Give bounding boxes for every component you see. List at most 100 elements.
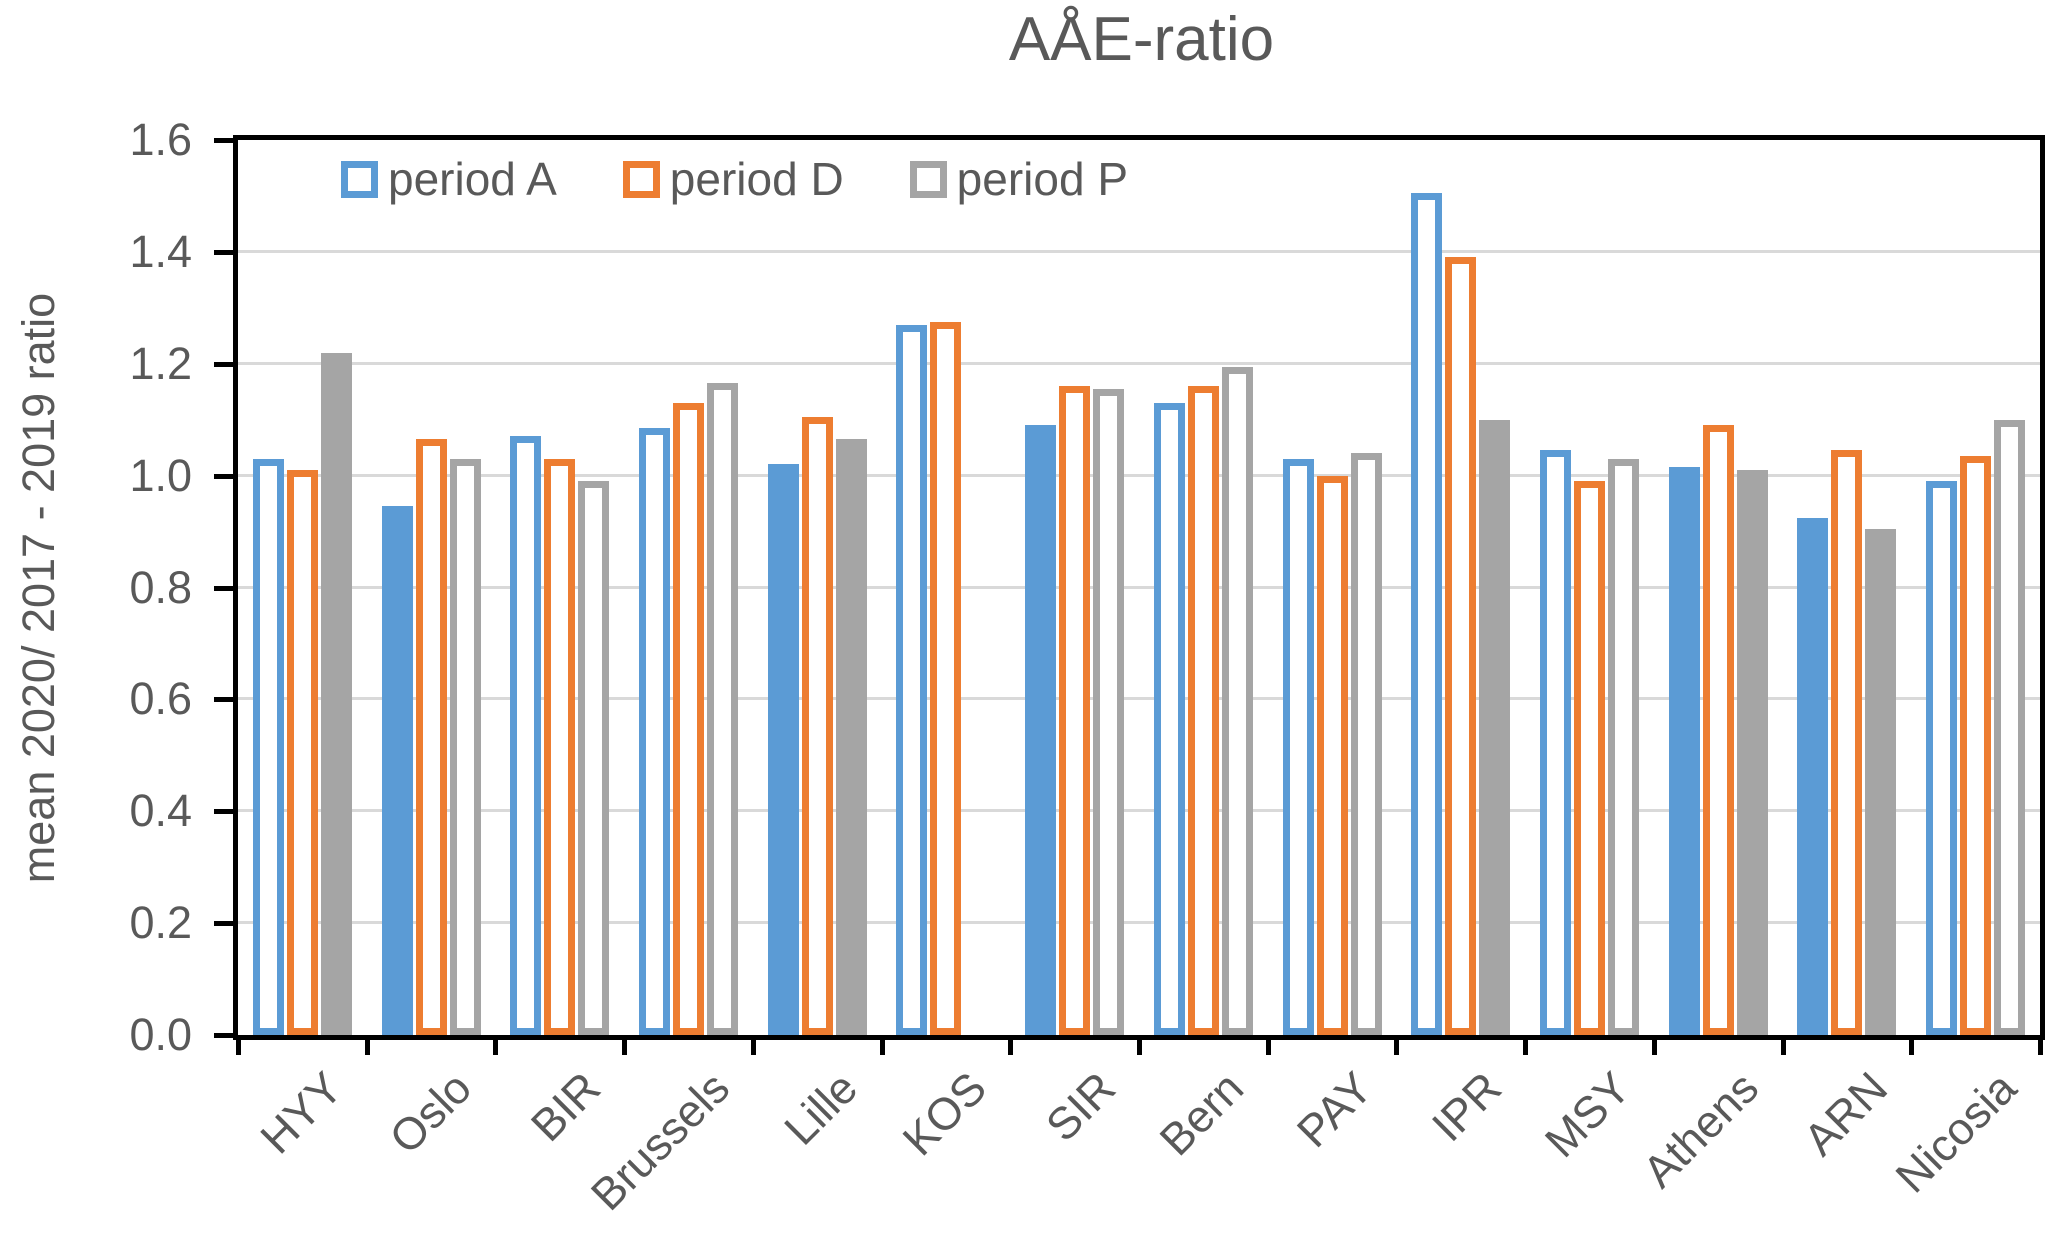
bar-period-d-athens <box>1702 425 1734 1035</box>
y-tick-label-0.8: 0.8 <box>129 561 192 613</box>
bar-period-p-pay <box>1350 453 1382 1035</box>
bar-group-nicosia <box>1911 140 2040 1035</box>
bar-period-p-bern <box>1221 366 1253 1035</box>
bar-group-lille <box>753 140 882 1035</box>
y-tick-label-0.6: 0.6 <box>129 673 192 725</box>
y-tick-0.2 <box>214 921 233 927</box>
legend-label-period-d: period D <box>669 153 844 205</box>
legend: period A period D period P <box>341 152 1128 206</box>
bar-period-a-bern <box>1153 402 1185 1035</box>
bar-group-arn <box>1783 140 1912 1035</box>
y-tick-0.6 <box>214 697 233 703</box>
bar-period-a-msy <box>1539 450 1571 1035</box>
bar-period-p-nicosia <box>1994 419 2026 1035</box>
bar-period-p-msy <box>1607 458 1639 1035</box>
bar-period-d-bern <box>1187 386 1219 1035</box>
x-tick-14 <box>2038 1040 2043 1055</box>
y-tick-0.4 <box>214 809 233 815</box>
legend-item-period-a: period A <box>341 152 557 206</box>
bar-group-kos <box>882 140 1011 1035</box>
y-tick-0.0 <box>214 1033 233 1038</box>
bar-period-d-pay <box>1316 475 1348 1035</box>
y-tick-label-0.4: 0.4 <box>129 785 192 837</box>
y-tick-label-0.2: 0.2 <box>129 897 192 949</box>
bar-period-a-bir <box>510 436 542 1035</box>
x-tick-2 <box>493 1040 499 1055</box>
bar-period-p-brussels <box>706 383 738 1035</box>
bar-group-hyy <box>238 140 367 1035</box>
x-tick-12 <box>1780 1040 1786 1055</box>
bar-period-a-kos <box>896 324 928 1035</box>
bar-period-a-ipr <box>1411 193 1443 1035</box>
bar-period-d-nicosia <box>1960 456 1992 1035</box>
bar-period-a-lille <box>767 464 799 1035</box>
plot-area: period A period D period P <box>233 135 2045 1040</box>
y-tick-label-0.0: 0.0 <box>129 1009 192 1060</box>
gridline-y-1.4 <box>238 249 2040 253</box>
y-tick-1.0 <box>214 473 233 479</box>
bar-period-a-pay <box>1282 458 1314 1035</box>
bar-group-brussels <box>624 140 753 1035</box>
x-tick-8 <box>1265 1040 1271 1055</box>
bar-period-d-ipr <box>1445 257 1477 1035</box>
bar-group-bir <box>495 140 624 1035</box>
bar-group-pay <box>1268 140 1397 1035</box>
bar-period-a-nicosia <box>1926 481 1958 1035</box>
legend-label-period-a: period A <box>388 153 557 205</box>
y-tick-0.8 <box>214 585 233 591</box>
bar-group-oslo <box>367 140 496 1035</box>
gridline-y-1.2 <box>238 361 2040 365</box>
y-tick-1.4 <box>214 249 233 255</box>
bar-period-p-sir <box>1093 388 1125 1035</box>
bar-period-p-athens <box>1736 470 1768 1035</box>
gridline-y-0.2 <box>238 921 2040 925</box>
bar-group-sir <box>1010 140 1139 1035</box>
bar-period-d-sir <box>1059 386 1091 1035</box>
y-tick-label-1.2: 1.2 <box>129 337 192 389</box>
x-tick-10 <box>1523 1040 1529 1055</box>
x-tick-7 <box>1137 1040 1142 1055</box>
legend-hollow-square-icon-period-a <box>341 160 378 198</box>
bar-period-d-hyy <box>286 470 318 1035</box>
y-tick-label-1.6: 1.6 <box>129 114 192 165</box>
legend-hollow-square-icon-period-p <box>909 160 947 198</box>
bar-period-p-bir <box>578 481 610 1035</box>
bar-period-a-sir <box>1025 425 1057 1035</box>
x-tick-1 <box>364 1040 370 1055</box>
chart-title: AÅE-ratio <box>1008 5 1275 74</box>
bar-period-p-lille <box>835 439 867 1035</box>
bar-period-a-athens <box>1668 467 1700 1035</box>
bar-group-msy <box>1525 140 1654 1035</box>
y-tick-label-1.0: 1.0 <box>129 449 192 501</box>
gridline-y-0.4 <box>238 809 2040 813</box>
bar-group-bern <box>1139 140 1268 1035</box>
x-tick-3 <box>622 1040 628 1055</box>
bar-period-a-hyy <box>252 458 284 1035</box>
gridline-y-1.0 <box>238 473 2040 477</box>
bar-group-athens <box>1654 140 1783 1035</box>
bar-period-d-msy <box>1573 481 1605 1035</box>
legend-item-period-d: period D <box>622 152 844 206</box>
bar-period-a-arn <box>1797 517 1829 1035</box>
y-tick-label-1.4: 1.4 <box>129 225 192 277</box>
bar-period-p-hyy <box>320 352 352 1035</box>
gridline-y-0.6 <box>238 697 2040 701</box>
bar-period-d-lille <box>801 416 833 1035</box>
x-tick-0 <box>236 1040 241 1055</box>
x-tick-11 <box>1651 1040 1657 1055</box>
bar-period-d-brussels <box>672 402 704 1035</box>
bar-period-d-kos <box>930 321 962 1035</box>
legend-item-period-p: period P <box>909 152 1129 206</box>
bar-period-d-arn <box>1831 450 1863 1035</box>
bar-group-ipr <box>1396 140 1525 1035</box>
x-tick-13 <box>1909 1040 1915 1055</box>
bar-period-a-oslo <box>381 506 413 1035</box>
bar-period-p-oslo <box>449 458 481 1035</box>
x-tick-5 <box>879 1040 885 1055</box>
bar-period-d-oslo <box>415 439 447 1035</box>
bar-period-d-bir <box>544 458 576 1035</box>
y-tick-1.2 <box>214 361 233 367</box>
gridline-y-0.8 <box>238 585 2040 589</box>
legend-label-period-p: period P <box>956 153 1129 205</box>
x-tick-9 <box>1394 1040 1400 1055</box>
